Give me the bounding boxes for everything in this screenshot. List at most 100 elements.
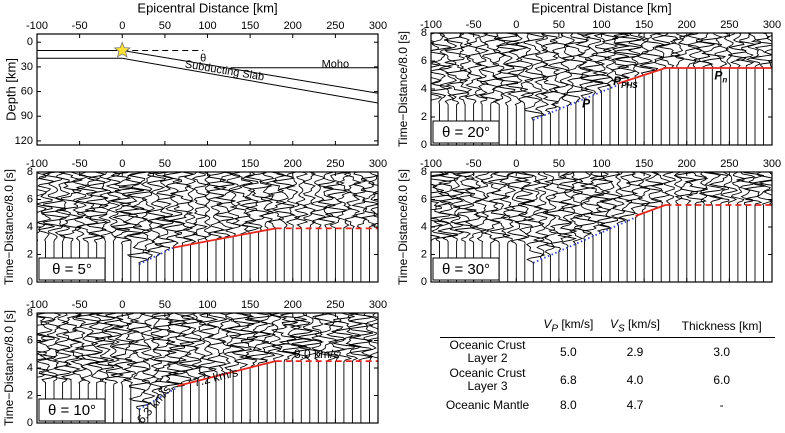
annotation-subscript: PHS [621, 81, 638, 90]
trace [560, 33, 591, 145]
theta-label: θ = 30° [442, 261, 490, 278]
trace [684, 172, 709, 282]
axes-frame [36, 171, 379, 283]
trace [543, 172, 575, 282]
table-value: 4.7 [626, 397, 644, 412]
x-tick-label: 300 [369, 299, 387, 311]
trace [735, 33, 756, 145]
y-tick-label: 4 [27, 362, 33, 374]
trace [575, 33, 594, 145]
trace [167, 313, 196, 423]
trace [146, 172, 167, 282]
trace [751, 172, 772, 282]
trace [610, 33, 631, 145]
trace [627, 33, 645, 145]
table-value: 8.0 [559, 397, 577, 412]
x-tick-label: -100 [26, 299, 48, 311]
trace [651, 33, 671, 145]
trace [633, 33, 656, 145]
trace [599, 172, 622, 282]
x-tick-label: 100 [198, 20, 216, 32]
table-value: 6.8 [559, 372, 577, 387]
y-tick-label: 2 [421, 111, 427, 123]
trace [539, 33, 561, 145]
y-tick-label: 8 [27, 307, 33, 319]
trace [331, 313, 356, 423]
theta-box [38, 257, 106, 281]
trace [727, 33, 747, 145]
x-tick-label: 250 [326, 20, 344, 32]
x-tick-label: 250 [720, 19, 738, 31]
annotation-text: P [714, 69, 723, 83]
x-tick-label: 200 [678, 19, 696, 31]
y-tick-label: 0 [421, 276, 427, 288]
x-tick-label: 250 [720, 158, 738, 170]
trace [669, 33, 686, 145]
trace [588, 172, 613, 282]
annotation-text: P [582, 97, 591, 111]
trace [723, 33, 736, 145]
y-tick-label: 0 [421, 139, 427, 151]
annotation: Subducting Slab [184, 58, 265, 83]
annotation-text: P [613, 74, 622, 88]
profile-line [37, 57, 378, 104]
travel-time-curve [173, 227, 276, 249]
trace [116, 172, 145, 282]
axes-frame [36, 312, 379, 424]
trace [708, 172, 730, 282]
trace [278, 313, 307, 423]
row-label: Oceanic Crust Layer 2 [449, 338, 526, 365]
trace [239, 172, 261, 282]
x-tick-label: 100 [592, 158, 610, 170]
trace [617, 172, 639, 282]
header-row: VP [km/s] VS [km/s] Thickness [km] [440, 315, 775, 338]
trace [639, 33, 665, 145]
x-tick-label: -100 [420, 158, 442, 170]
x-tick-label: 300 [763, 158, 781, 170]
y-tick-label: 4 [421, 83, 427, 95]
y-axis-title: Time−Distance/8.0 [s] [396, 31, 410, 147]
y-tick-label: 6 [421, 193, 427, 205]
y-tick-label: 120 [15, 135, 33, 147]
trace [542, 172, 559, 282]
x-tick-label: 0 [513, 158, 519, 170]
trace [122, 313, 140, 423]
x-tick-label: 200 [284, 158, 302, 170]
x-tick-label: 300 [763, 19, 781, 31]
trace [285, 172, 301, 282]
row-label: Oceanic Crust Layer 3 [449, 366, 526, 393]
header-main: Thickness [km] [681, 319, 762, 333]
trace [151, 313, 179, 423]
trace [140, 172, 156, 282]
y-tick-label: 6 [27, 334, 33, 346]
travel-time-curve [138, 386, 179, 411]
trace [730, 172, 745, 282]
trace [213, 172, 236, 282]
trace [360, 313, 378, 423]
trace [743, 172, 768, 282]
travel-time-curve [635, 204, 666, 217]
trace [293, 172, 309, 282]
trace [745, 33, 762, 145]
y-axis-title: Time−Distance/8.0 [s] [2, 169, 16, 285]
trace [139, 313, 156, 423]
y-tick-label: 0 [27, 36, 33, 48]
y-tick-label: 0 [27, 417, 33, 429]
y-axis-title: Time−Distance/8.0 [s] [396, 169, 410, 285]
y-tick-label: 2 [27, 248, 33, 260]
y-tick-label: 2 [27, 389, 33, 401]
trace [655, 33, 682, 145]
trace [514, 172, 536, 282]
trace [164, 313, 188, 423]
trace [547, 33, 571, 145]
y-tick-label: 30 [21, 61, 33, 73]
trace [532, 172, 550, 282]
x-tick-label: 0 [119, 299, 125, 311]
trace [698, 33, 727, 145]
trace [203, 172, 212, 282]
header-unit: [km/s] [624, 317, 661, 332]
trace [520, 172, 546, 282]
y-tick-label: 4 [421, 221, 427, 233]
x-tick-label: 150 [241, 158, 259, 170]
